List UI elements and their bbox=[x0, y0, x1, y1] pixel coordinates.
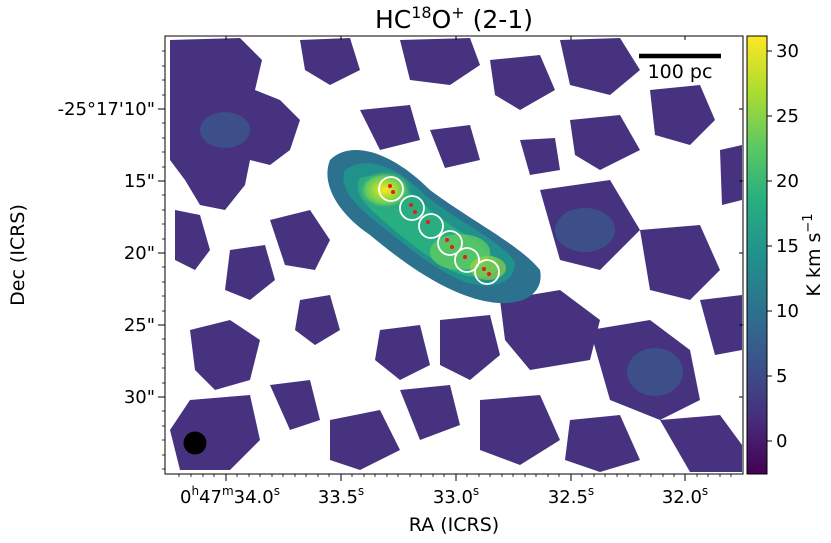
colorbar-tick-label: 20 bbox=[776, 171, 799, 192]
chart-title: HC18O+ (2-1) bbox=[375, 3, 533, 34]
y-axis bbox=[158, 108, 743, 398]
extended-emission bbox=[200, 112, 683, 396]
colorbar-tick-label: 15 bbox=[776, 236, 799, 257]
red-marker bbox=[413, 210, 417, 214]
x-tick-label: 33.5s bbox=[318, 484, 364, 508]
y-axis-label: Dec (ICRS) bbox=[7, 204, 29, 306]
colorbar-tick-label: 30 bbox=[776, 41, 799, 62]
x-minor-ticks bbox=[178, 474, 732, 477]
scale-bar-label: 100 pc bbox=[648, 61, 713, 83]
aperture-1 bbox=[378, 176, 404, 202]
x-axis bbox=[225, 36, 686, 481]
red-marker bbox=[450, 245, 454, 249]
x-tick-label: 0h47m34.0s bbox=[180, 484, 280, 508]
aperture-3 bbox=[418, 213, 444, 239]
aperture-5 bbox=[454, 247, 480, 273]
red-marker bbox=[463, 255, 467, 259]
y-minor-ticks bbox=[162, 50, 165, 470]
red-marker bbox=[482, 267, 486, 271]
y-tick-label: 20" bbox=[124, 243, 155, 264]
colorbar-tick-label: 10 bbox=[776, 301, 799, 322]
red-markers bbox=[388, 184, 491, 276]
red-marker bbox=[391, 190, 395, 194]
aperture-6 bbox=[474, 259, 500, 285]
colorbar bbox=[746, 35, 768, 475]
red-marker bbox=[388, 184, 392, 188]
red-marker bbox=[426, 220, 430, 224]
red-marker bbox=[409, 203, 413, 207]
y-tick-label: 15" bbox=[124, 171, 155, 192]
red-marker bbox=[487, 272, 491, 276]
x-tick-label: 32.5s bbox=[548, 484, 594, 508]
plot-frame bbox=[164, 35, 744, 475]
colorbar-tick-label: 0 bbox=[776, 431, 787, 452]
y-tick-label: 25" bbox=[124, 315, 155, 336]
beam-circle bbox=[183, 431, 207, 455]
y-tick-label: 30" bbox=[124, 387, 155, 408]
aperture-circles bbox=[378, 176, 500, 285]
x-axis-label: RA (ICRS) bbox=[409, 514, 499, 536]
aperture-2 bbox=[399, 195, 425, 221]
colorbar-tick-label: 25 bbox=[776, 106, 799, 127]
heatmap-image bbox=[165, 36, 743, 474]
colorbar-label: K km s−1 bbox=[801, 213, 825, 296]
x-tick-label: 32.0s bbox=[662, 484, 708, 508]
red-marker bbox=[445, 238, 449, 242]
y-tick-label: -25°17'10" bbox=[58, 99, 155, 120]
aperture-4 bbox=[437, 230, 463, 256]
colorbar-ticks bbox=[767, 50, 772, 442]
x-tick-label: 33.0s bbox=[433, 484, 479, 508]
colorbar-tick-label: 5 bbox=[776, 366, 787, 387]
emission-patches bbox=[170, 38, 742, 472]
